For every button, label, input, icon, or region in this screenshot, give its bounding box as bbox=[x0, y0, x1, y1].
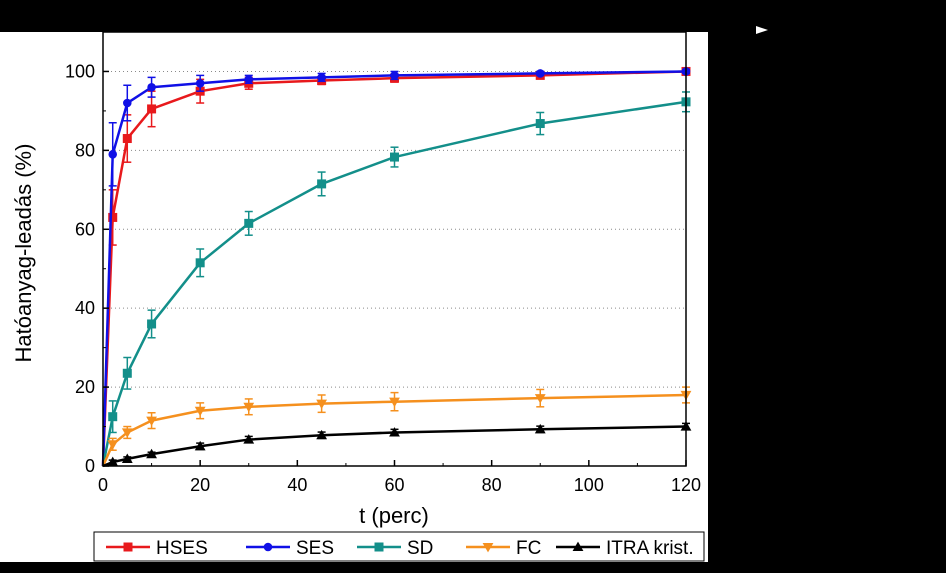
data-point bbox=[244, 75, 254, 84]
data-point bbox=[146, 416, 157, 427]
data-point bbox=[108, 412, 118, 422]
series-layer bbox=[101, 66, 692, 468]
data-point bbox=[243, 434, 255, 444]
data-point bbox=[389, 427, 400, 437]
data-point bbox=[263, 542, 273, 552]
data-point bbox=[244, 218, 254, 228]
y-tick-label: 80 bbox=[75, 140, 95, 160]
data-point bbox=[374, 542, 384, 552]
x-tick-label: 100 bbox=[574, 475, 604, 495]
legend-label: ITRA krist. bbox=[606, 538, 694, 559]
data-point bbox=[194, 440, 206, 451]
data-point bbox=[108, 150, 117, 159]
y-tick-label: 0 bbox=[85, 456, 95, 476]
data-point bbox=[390, 152, 399, 162]
data-point bbox=[123, 542, 133, 552]
series-itra-krist bbox=[102, 421, 692, 468]
x-tick-label: 0 bbox=[98, 475, 108, 495]
data-point bbox=[122, 368, 132, 378]
series-line bbox=[101, 70, 687, 467]
x-tick-label: 20 bbox=[190, 475, 210, 495]
legend-label: SD bbox=[407, 538, 433, 559]
legend-item-hses: HSES bbox=[106, 538, 208, 559]
data-point bbox=[316, 429, 328, 440]
data-point bbox=[123, 98, 132, 108]
legend-label: FC bbox=[516, 538, 541, 559]
data-point bbox=[147, 104, 157, 114]
data-point bbox=[390, 71, 399, 80]
legend-label: HSES bbox=[156, 538, 208, 559]
cursor-pointer-icon bbox=[756, 26, 768, 34]
data-point bbox=[195, 79, 205, 88]
x-tick-label: 120 bbox=[671, 475, 701, 495]
data-point bbox=[122, 134, 132, 144]
legend-item-itra-krist: ITRA krist. bbox=[556, 538, 694, 559]
x-axis-title: t (perc) bbox=[359, 503, 429, 528]
y-tick-label: 100 bbox=[65, 61, 95, 81]
y-axis-title: Hatóanyag-leadás (%) bbox=[11, 144, 36, 363]
legend-item-ses: SES bbox=[246, 538, 334, 559]
data-point bbox=[107, 456, 119, 467]
data-point bbox=[535, 69, 545, 78]
data-point bbox=[147, 82, 156, 92]
y-tick-label: 60 bbox=[75, 219, 95, 239]
y-tick-label: 40 bbox=[75, 298, 95, 318]
data-point bbox=[317, 73, 326, 82]
x-tick-label: 60 bbox=[384, 475, 404, 495]
data-point bbox=[147, 319, 157, 329]
data-point bbox=[108, 212, 118, 222]
chart-background bbox=[0, 32, 708, 562]
series-sd bbox=[101, 91, 691, 467]
data-point bbox=[195, 258, 205, 268]
series-line bbox=[102, 425, 687, 468]
legend-label: SES bbox=[296, 538, 334, 559]
data-point bbox=[572, 541, 584, 552]
data-point bbox=[243, 402, 255, 413]
data-point bbox=[121, 453, 133, 463]
legend: HSES SES SD FC ITRA krist. bbox=[93, 531, 705, 562]
series-ses bbox=[101, 67, 691, 467]
data-point bbox=[482, 542, 494, 553]
data-point bbox=[121, 428, 133, 438]
x-tick-label: 40 bbox=[287, 475, 307, 495]
data-point bbox=[535, 119, 545, 129]
data-point bbox=[389, 397, 400, 408]
series-line bbox=[101, 393, 687, 467]
data-point bbox=[107, 440, 119, 450]
legend-item-fc: FC bbox=[466, 538, 541, 559]
series-line bbox=[101, 100, 687, 467]
data-point bbox=[317, 179, 327, 189]
data-point bbox=[146, 448, 157, 459]
legend-item-sd: SD bbox=[357, 538, 433, 559]
series-fc bbox=[101, 386, 692, 467]
data-point bbox=[194, 406, 206, 417]
data-point bbox=[534, 394, 546, 404]
data-point bbox=[534, 423, 546, 434]
x-tick-label: 80 bbox=[482, 475, 502, 495]
y-tick-label: 20 bbox=[75, 377, 95, 397]
data-point bbox=[316, 399, 328, 410]
series-line bbox=[101, 70, 687, 467]
axes: 0 20 40 60 80 100 120 0 20 40 60 80 100 bbox=[65, 61, 701, 495]
